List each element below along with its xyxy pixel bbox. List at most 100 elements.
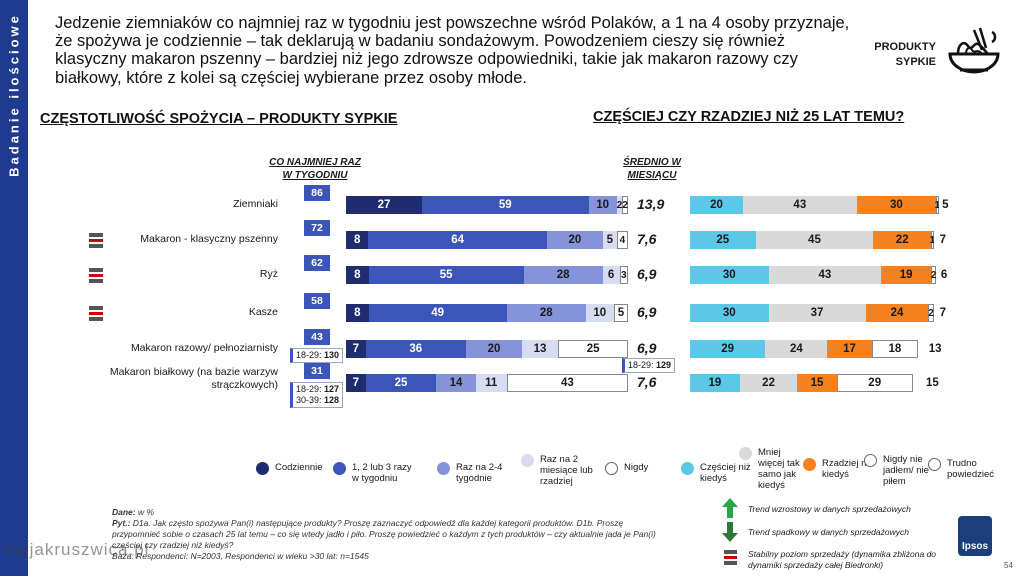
note-trend-down: Trend spadkowy w danych sprzedażowych (748, 527, 909, 537)
arrow-down-icon (722, 522, 738, 542)
legend-label: 1, 2 lub 3 razy w tygodniu (352, 462, 412, 484)
frequency-bar-segment: 36 (365, 340, 467, 358)
category-label: PRODUKTY SYPKIE (864, 40, 936, 70)
comparison-bar-segment: 43 (768, 266, 882, 284)
comparison-bar-segment: 19 (690, 374, 740, 392)
monthly-average-value: 7,6 (637, 374, 657, 390)
legend-swatch (521, 454, 534, 467)
legend-swatch (803, 458, 816, 471)
row-label: Ryż (259, 268, 278, 280)
legend-swatch (437, 462, 450, 475)
frequency-bar-segment: 10 (585, 304, 614, 322)
frequency-bar-segment: 14 (436, 374, 476, 392)
frequency-bar-segment: 55 (368, 266, 524, 284)
legend-label: Trudno powiedzieć (947, 458, 994, 480)
monthly-average-value: 6,9 (637, 266, 657, 282)
frequency-bar-segment: 25 (558, 340, 628, 358)
monthly-average-value: 7,6 (637, 231, 657, 247)
headline: Jedzenie ziemniaków co najmniej raz w ty… (55, 14, 850, 87)
frequency-bar-segment: 27 (346, 196, 423, 214)
age-note-line: 30-39: 128 (296, 395, 340, 405)
frequency-bar-segment: 6 (602, 266, 620, 284)
comparison-bar-segment: 20 (690, 196, 743, 214)
frequency-bar-segment: 8 (346, 231, 369, 249)
frequency-bar-segment: 4 (616, 231, 628, 249)
comparison-bar-segment: 15 (912, 374, 952, 392)
frequency-bar-segment: 3 (619, 266, 628, 284)
stable-icon (89, 306, 103, 323)
frequency-bar-segment: 7 (346, 340, 366, 358)
monthly-average-value: 13,9 (637, 196, 665, 212)
comparison-bar-segment: 25 (690, 231, 756, 249)
frequency-bar-segment: 20 (547, 231, 603, 249)
comparison-bar-segment: 7 (933, 231, 952, 249)
legend-item: Nigdy nie jadłem/ nie piłem (864, 454, 945, 487)
comparison-bar-segment: 18 (871, 340, 919, 358)
comparison-bar-segment: 2 (928, 304, 934, 322)
row-label: Makaron - klasyczny pszenny (140, 233, 278, 245)
legend-label: Rzadziej niż kiedyś (822, 458, 874, 480)
category-line2: SYPKIE (895, 56, 936, 68)
weekly-total-badge: 62 (304, 255, 330, 271)
note-trend-up: Trend wzrostowy w danych sprzedażowych (748, 504, 911, 514)
row-label: Ziemniaki (233, 198, 278, 210)
legend-swatch (739, 447, 752, 460)
frequency-bar-segment: 8 (346, 304, 369, 322)
weekly-total-badge: 43 (304, 329, 330, 345)
comparison-bar-segment: 2 (931, 266, 936, 284)
weekly-total-badge: 72 (304, 220, 330, 236)
legend-item: Trudno powiedzieć (928, 458, 1009, 480)
weekly-total-badge: 58 (304, 293, 330, 309)
age-note-average: 18-29: 129 (622, 358, 676, 373)
frequency-bar-segment: 13 (521, 340, 559, 358)
row-label: Makaron białkowy (na bazie warzyw strącz… (109, 366, 278, 391)
legend-item: Nigdy (605, 462, 648, 475)
watermark: mojakruszwica.pl (4, 540, 150, 559)
column-header-weekly: CO NAJMNIEJ RAZ W TYGODNIU (269, 157, 361, 181)
legend-item: Raz na 2-4 tygodnie (437, 462, 518, 484)
legend-swatch (681, 462, 694, 475)
frequency-bar-segment: 7 (346, 374, 366, 392)
weekly-total-badge: 31 (304, 363, 330, 379)
row-label: Kasze (248, 306, 278, 318)
comparison-bar-segment: 37 (768, 304, 866, 322)
legend-swatch (928, 458, 941, 471)
stable-icon (724, 550, 737, 565)
section-title-frequency: CZĘSTOTLIWOŚĆ SPOŻYCIA – PRODUKTY SYPKIE (40, 111, 398, 127)
frequency-bar-segment: 49 (368, 304, 507, 322)
frequency-bar-segment: 5 (602, 231, 617, 249)
age-note-line: 18-29: 127 (296, 384, 340, 394)
frequency-bar-segment: 43 (506, 374, 628, 392)
note-trend-stable: Stabilny poziom sprzedaży (dynamika zbli… (748, 549, 937, 570)
frequency-bar-segment: 28 (506, 304, 586, 322)
legend-swatch (605, 462, 618, 475)
comparison-bar-segment: 7 (933, 304, 952, 322)
legend-label: Częściej niż kiedyś (700, 462, 751, 484)
legend-label: Raz na 2 miesiące lub rzadziej (540, 454, 593, 487)
comparison-bar-segment: 29 (836, 374, 913, 392)
page-number: 54 (1004, 561, 1013, 570)
comparison-bar-segment: 5 (938, 196, 952, 214)
frequency-bar-segment: 20 (466, 340, 522, 358)
legend-item: 1, 2 lub 3 razy w tygodniu (333, 462, 414, 484)
legend-item: Codziennie (256, 462, 323, 475)
section-title-comparison: CZĘŚCIEJ CZY RZADZIEJ NIŻ 25 LAT TEMU? (593, 109, 905, 125)
comparison-bar-segment: 30 (856, 196, 937, 214)
sidebar-band: Badanie ilościowe (0, 0, 28, 576)
comparison-bar-segment: 1 (935, 196, 940, 214)
age-note-line: 18-29: 130 (296, 350, 340, 360)
frequency-bar-segment: 64 (368, 231, 548, 249)
comparison-bar-segment: 24 (865, 304, 929, 322)
comparison-bar-segment: 30 (690, 266, 769, 284)
monthly-average-value: 6,9 (637, 340, 657, 356)
legend-item: Częściej niż kiedyś (681, 462, 762, 484)
sidebar-label: Badanie ilościowe (6, 13, 22, 177)
arrow-up-icon (722, 498, 738, 518)
legend-swatch (333, 462, 346, 475)
age-note: 18-29: 130 (290, 348, 344, 363)
pasta-bowl-icon (948, 27, 1000, 74)
legend-swatch (864, 454, 877, 467)
legend-label: Nigdy nie jadłem/ nie piłem (883, 454, 929, 487)
comparison-bar-segment: 19 (881, 266, 932, 284)
monthly-average-value: 6,9 (637, 304, 657, 320)
